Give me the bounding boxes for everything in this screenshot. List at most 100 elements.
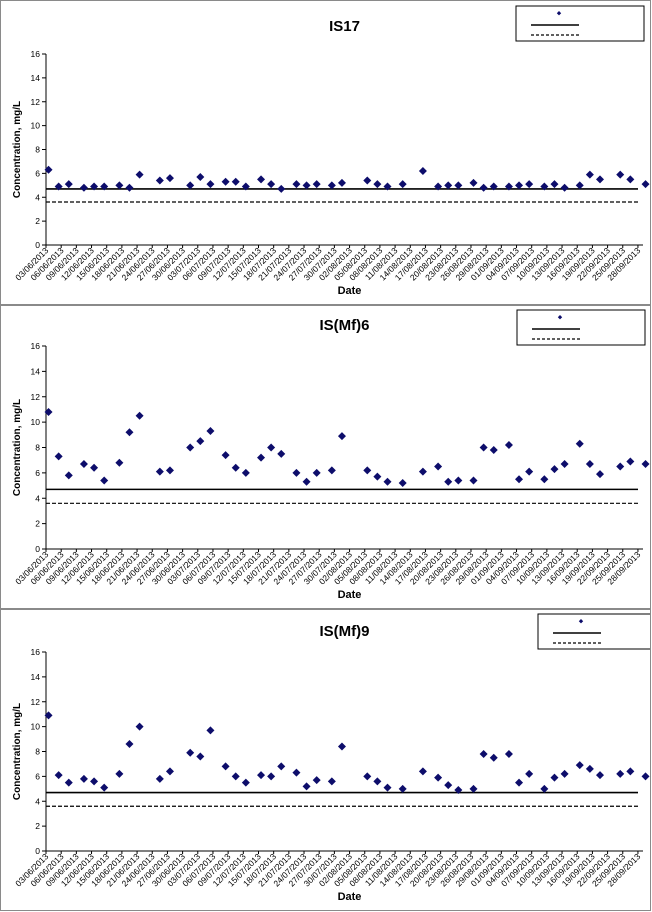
data-point — [44, 165, 53, 174]
data-point — [125, 183, 134, 192]
data-point — [165, 767, 174, 776]
y-tick-label: 16 — [31, 647, 41, 657]
data-point — [398, 479, 407, 488]
data-point — [115, 458, 124, 467]
data-point — [196, 437, 205, 446]
data-point — [504, 182, 513, 191]
y-tick-label: 0 — [35, 846, 40, 856]
y-tick-label: 6 — [35, 771, 40, 781]
data-point — [540, 475, 549, 484]
data-point — [241, 182, 250, 191]
y-tick-label: 12 — [31, 97, 41, 107]
y-tick-label: 4 — [35, 192, 40, 202]
data-point — [312, 776, 321, 785]
data-point — [267, 443, 276, 452]
chart-title: IS(Mf)6 — [320, 317, 370, 334]
data-point — [595, 470, 604, 479]
data-point — [550, 180, 559, 189]
y-tick-label: 10 — [31, 722, 41, 732]
data-point — [489, 446, 498, 455]
data-point — [373, 777, 382, 786]
data-point — [515, 778, 524, 787]
data-point — [79, 459, 88, 468]
data-point — [221, 177, 230, 186]
data-point — [165, 466, 174, 475]
data-point — [241, 468, 250, 477]
data-point — [125, 740, 134, 749]
x-axis-label: Date — [338, 285, 362, 297]
data-point — [257, 453, 266, 462]
data-point — [327, 181, 336, 190]
data-point — [337, 742, 346, 751]
data-point — [155, 467, 164, 476]
data-point — [595, 175, 604, 184]
data-point — [277, 762, 286, 771]
y-tick-label: 12 — [31, 392, 41, 402]
data-point — [383, 477, 392, 486]
data-point — [115, 181, 124, 190]
y-tick-label: 0 — [35, 240, 40, 250]
data-point — [540, 182, 549, 191]
data-point — [575, 761, 584, 770]
y-tick-label: 2 — [35, 821, 40, 831]
data-point — [363, 772, 372, 781]
data-point — [616, 462, 625, 471]
data-point — [241, 778, 250, 787]
data-point — [434, 182, 443, 191]
data-point — [267, 772, 276, 781]
data-point — [515, 181, 524, 190]
data-point — [277, 184, 286, 193]
data-point — [373, 180, 382, 189]
data-point — [312, 468, 321, 477]
data-point — [186, 181, 195, 190]
data-point — [479, 749, 488, 758]
data-point — [221, 451, 230, 460]
data-point — [626, 457, 635, 466]
data-point — [383, 783, 392, 792]
data-point — [186, 748, 195, 757]
y-tick-label: 4 — [35, 796, 40, 806]
data-point — [575, 181, 584, 190]
data-point — [641, 459, 650, 468]
legend-box — [515, 5, 645, 42]
data-point — [489, 182, 498, 191]
data-point — [292, 468, 301, 477]
y-tick-label: 10 — [31, 417, 41, 427]
data-point — [292, 180, 301, 189]
data-point — [100, 783, 109, 792]
data-point — [196, 752, 205, 761]
data-point — [79, 774, 88, 783]
data-point — [135, 411, 144, 420]
y-tick-label: 6 — [35, 168, 40, 178]
y-tick-label: 16 — [31, 49, 41, 59]
chart-panel-ismf9: IS(Mf)9 0 2 4 6 8 10 12 14 16 Concentration, mg/L 0… — [0, 609, 651, 911]
data-point — [444, 781, 453, 790]
data-point — [231, 177, 240, 186]
y-tick-label: 16 — [31, 341, 41, 351]
legend-box — [516, 309, 646, 346]
data-point — [337, 178, 346, 187]
y-tick-label: 4 — [35, 493, 40, 503]
chart-title: IS(Mf)9 — [320, 623, 370, 640]
data-point — [418, 166, 427, 175]
data-point — [44, 711, 53, 720]
data-point — [277, 449, 286, 458]
y-tick-label: 8 — [35, 145, 40, 155]
data-point — [373, 472, 382, 481]
y-axis-label: Concentration, mg/L — [12, 703, 23, 800]
data-point — [135, 722, 144, 731]
data-point — [312, 180, 321, 189]
data-point — [479, 443, 488, 452]
y-tick-label: 2 — [35, 519, 40, 529]
data-point — [90, 777, 99, 786]
data-point — [206, 726, 215, 735]
data-point — [221, 762, 230, 771]
data-point — [585, 170, 594, 179]
data-point — [489, 753, 498, 762]
data-point — [626, 175, 635, 184]
x-axis-label: Date — [338, 891, 362, 903]
data-point — [64, 180, 73, 189]
data-point — [575, 439, 584, 448]
y-tick-label: 14 — [31, 73, 41, 83]
